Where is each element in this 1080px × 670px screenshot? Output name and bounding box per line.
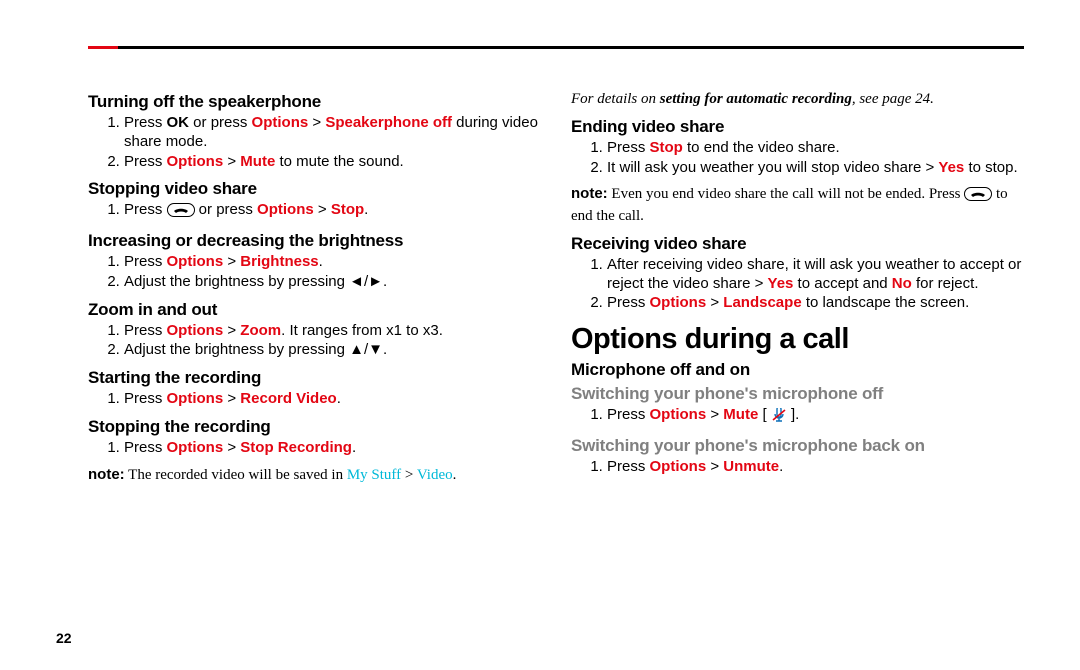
- steps-list: Press Options > Unmute.: [571, 458, 1024, 477]
- section-title: Zoom in and out: [88, 300, 541, 320]
- step: Adjust the brightness by pressing ▲/▼.: [124, 341, 541, 360]
- section-title: Starting the recording: [88, 368, 541, 388]
- steps-list: Press Options > Zoom. It ranges from x1 …: [88, 322, 541, 361]
- step: Press Options > Record Video.: [124, 390, 541, 409]
- step: Press Stop to end the video share.: [607, 139, 1024, 158]
- step: Press OK or press Options > Speakerphone…: [124, 114, 541, 152]
- accent-mark: [88, 46, 118, 49]
- steps-list: Press Options > Mute [ ].: [571, 406, 1024, 428]
- steps-list: Press or press Options > Stop.: [88, 201, 541, 223]
- step: Press Options > Stop Recording.: [124, 439, 541, 458]
- steps-list: Press Options > Stop Recording.: [88, 439, 541, 458]
- section-title: Ending video share: [571, 117, 1024, 137]
- step: Adjust the brightness by pressing ◄/►.: [124, 273, 541, 292]
- section-title: Microphone off and on: [571, 360, 1024, 380]
- step: Press Options > Brightness.: [124, 253, 541, 272]
- steps-list: Press Options > Brightness. Adjust the b…: [88, 253, 541, 292]
- steps-list: Press Stop to end the video share. It wi…: [571, 139, 1024, 178]
- end-call-key-icon: [167, 203, 195, 223]
- step: Press or press Options > Stop.: [124, 201, 541, 223]
- left-column: Turning off the speakerphone Press OK or…: [88, 88, 541, 492]
- step: Press Options > Zoom. It ranges from x1 …: [124, 322, 541, 341]
- heading-options-during-call: Options during a call: [571, 323, 1024, 356]
- manual-page: Turning off the speakerphone Press OK or…: [0, 0, 1080, 670]
- step: Press Options > Mute [ ].: [607, 406, 1024, 428]
- subsection-title: Switching your phone's microphone back o…: [571, 436, 1024, 456]
- step: Press Options > Landscape to landscape t…: [607, 294, 1024, 313]
- section-title: Stopping video share: [88, 179, 541, 199]
- note: note: Even you end video share the call …: [571, 185, 1024, 226]
- steps-list: Press Options > Record Video.: [88, 390, 541, 409]
- steps-list: Press OK or press Options > Speakerphone…: [88, 114, 541, 171]
- right-column: For details on setting for automatic rec…: [571, 88, 1024, 492]
- step: After receiving video share, it will ask…: [607, 256, 1024, 294]
- step: It will ask you weather you will stop vi…: [607, 159, 1024, 178]
- section-title: Turning off the speakerphone: [88, 92, 541, 112]
- note: note: The recorded video will be saved i…: [88, 466, 541, 485]
- mute-mic-icon: [771, 408, 787, 428]
- step: Press Options > Mute to mute the sound.: [124, 153, 541, 172]
- top-rule: [88, 46, 1024, 49]
- section-title: Receiving video share: [571, 234, 1024, 254]
- steps-list: After receiving video share, it will ask…: [571, 256, 1024, 313]
- section-title: Increasing or decreasing the brightness: [88, 231, 541, 251]
- section-title: Stopping the recording: [88, 417, 541, 437]
- columns: Turning off the speakerphone Press OK or…: [56, 46, 1024, 492]
- page-number: 22: [56, 630, 72, 646]
- end-call-key-icon: [964, 187, 992, 207]
- step: Press Options > Unmute.: [607, 458, 1024, 477]
- see-also: For details on setting for automatic rec…: [571, 90, 1024, 109]
- subsection-title: Switching your phone's microphone off: [571, 384, 1024, 404]
